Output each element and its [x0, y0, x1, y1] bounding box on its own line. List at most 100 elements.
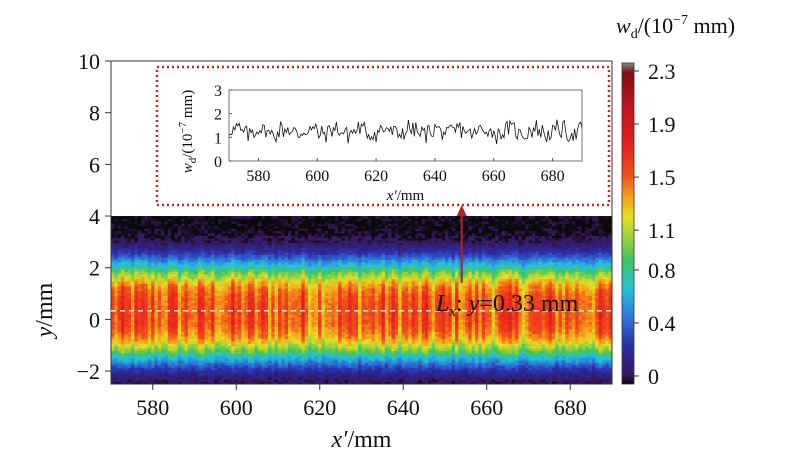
heatmap-cell: [194, 244, 199, 248]
heatmap-cell: [241, 244, 246, 248]
heatmap-cell: [294, 285, 299, 289]
heatmap-cell: [281, 295, 286, 299]
heatmap-cell: [344, 352, 349, 356]
heatmap-cell: [311, 242, 316, 246]
heatmap-cell: [278, 307, 282, 311]
heatmap-cell: [207, 292, 212, 296]
heatmap-cell: [344, 288, 349, 292]
heatmap-cell: [304, 362, 309, 366]
heatmap-cell: [124, 280, 129, 284]
heatmap-cell: [224, 355, 229, 359]
heatmap-cell: [124, 364, 129, 368]
heatmap-cell: [341, 352, 346, 356]
heatmap-cell: [161, 273, 166, 277]
heatmap-cell: [254, 374, 259, 378]
heatmap-cell: [157, 364, 162, 368]
heatmap-cell: [201, 350, 206, 354]
heatmap-cell: [204, 295, 209, 299]
heatmap-cell: [284, 240, 289, 244]
heatmap-cell: [214, 247, 219, 251]
heatmap-cell: [141, 220, 145, 224]
heatmap-cell: [171, 302, 176, 306]
heatmap-cell: [344, 331, 349, 335]
heatmap-cell: [194, 259, 199, 263]
heatmap-cell: [147, 362, 152, 366]
heatmap-cell: [187, 285, 192, 289]
heatmap-cell: [204, 261, 209, 265]
heatmap-cell: [278, 312, 282, 316]
heatmap-cell: [311, 372, 316, 375]
heatmap-cell: [194, 276, 199, 280]
heatmap-cell: [174, 266, 179, 270]
heatmap-cell: [114, 232, 119, 236]
heatmap-cell: [207, 223, 212, 227]
heatmap-cell: [308, 273, 312, 277]
heatmap-cell: [177, 259, 182, 263]
heatmap-cell: [291, 295, 296, 299]
heatmap-cell: [164, 237, 169, 241]
heatmap-cell: [334, 273, 339, 277]
heatmap-cell: [301, 324, 306, 328]
heatmap-cell: [247, 314, 252, 318]
heatmap-cell: [328, 292, 333, 296]
heatmap-cell: [201, 345, 206, 349]
heatmap-cell: [278, 278, 282, 282]
heatmap-cell: [257, 319, 262, 323]
heatmap-cell: [191, 348, 196, 352]
heatmap-cell: [174, 247, 179, 251]
heatmap-cell: [254, 237, 259, 241]
heatmap-cell: [261, 223, 266, 227]
heatmap-cell: [257, 218, 262, 222]
heatmap-cell: [114, 225, 119, 229]
heatmap-cell: [211, 280, 216, 284]
heatmap-cell: [147, 379, 152, 383]
heatmap-cell: [314, 336, 319, 340]
heatmap-cell: [127, 273, 132, 277]
heatmap-cell: [328, 244, 333, 248]
heatmap-cell: [147, 292, 152, 296]
heatmap-cell: [174, 374, 179, 378]
heatmap-cell: [341, 333, 346, 337]
heatmap-cell: [348, 345, 353, 349]
heatmap-cell: [227, 381, 232, 384]
heatmap-cell: [298, 230, 302, 234]
heatmap-cell: [231, 374, 236, 378]
heatmap-cell: [144, 232, 149, 236]
heatmap-cell: [251, 314, 256, 318]
heatmap-cell: [154, 319, 159, 323]
heatmap-cell: [127, 232, 132, 236]
heatmap-cell: [237, 350, 242, 354]
heatmap-cell: [267, 223, 272, 227]
heatmap-cell: [334, 381, 339, 384]
heatmap-cell: [244, 357, 249, 361]
heatmap-cell: [251, 288, 256, 292]
heatmap-cell: [187, 271, 192, 275]
heatmap-cell: [157, 254, 162, 258]
heatmap-cell: [264, 326, 269, 330]
heatmap-cell: [291, 328, 296, 332]
heatmap-cell: [304, 321, 309, 325]
heatmap-cell: [197, 328, 202, 332]
heatmap-cell: [324, 290, 329, 294]
heatmap-cell: [157, 381, 162, 384]
heatmap-cell: [308, 326, 312, 330]
heatmap-cell: [288, 225, 292, 229]
heatmap-cell: [334, 283, 339, 287]
heatmap-cell: [211, 302, 216, 306]
heatmap-cell: [121, 223, 125, 227]
heatmap-cell: [291, 247, 296, 251]
heatmap-cell: [191, 278, 196, 282]
heatmap-cell: [288, 345, 292, 349]
heatmap-cell: [151, 240, 156, 244]
heatmap-cell: [151, 247, 156, 251]
heatmap-cell: [187, 288, 192, 292]
heatmap-cell: [308, 295, 312, 299]
heatmap-cell: [291, 297, 296, 301]
heatmap-cell: [214, 216, 219, 220]
heatmap-cell: [341, 254, 346, 258]
heatmap-cell: [314, 338, 319, 342]
heatmap-cell: [164, 340, 169, 344]
heatmap-cell: [284, 316, 289, 320]
heatmap-cell: [164, 268, 169, 272]
heatmap-cell: [288, 237, 292, 241]
